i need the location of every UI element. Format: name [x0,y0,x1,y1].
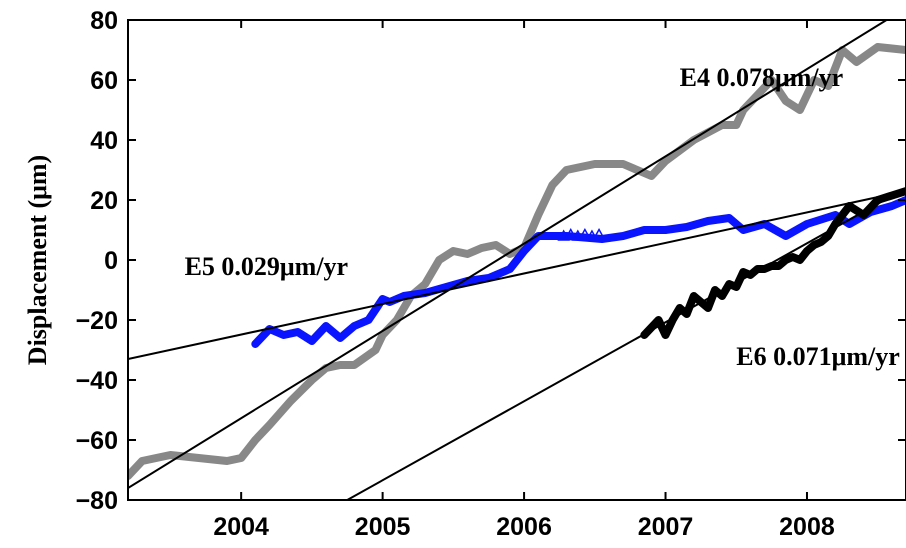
series-marker [571,229,585,241]
fit-line-2 [128,190,906,360]
series-marker [578,227,592,240]
y-tick-label: −40 [76,367,118,395]
y-tick-label: 80 [90,7,118,35]
series-annotation: E4 0.078μm/yr [680,63,844,92]
y-tick-label: −80 [76,487,118,515]
series-marker [564,227,578,240]
series-marker [557,229,570,241]
y-axis: −80 −60 −40 −20 0 20 40 60 80 [76,7,906,515]
fit-line-3 [346,187,906,500]
x-axis: 2004 2005 2006 2007 2008 [213,20,835,541]
series-annotation: E6 0.071μm/yr [736,342,900,371]
y-tick-label: 20 [90,187,118,215]
x-tick-label: 2008 [779,513,835,541]
x-tick-label: 2004 [213,513,269,541]
annotations: E4 0.078μm/yr E5 0.029μm/yr E6 0.071μm/yr [185,63,900,371]
series-marker [592,227,606,240]
fit-layer [128,20,906,500]
series-line-2 [251,196,906,348]
y-tick-label: −20 [76,307,118,335]
y-tick-label: 0 [104,247,118,275]
fit-line-1 [128,20,889,489]
x-tick-label: 2006 [496,513,552,541]
y-tick-label: −60 [76,427,118,455]
series-marker [585,229,599,241]
y-tick-label: 60 [90,67,118,95]
series-line-4 [640,187,906,339]
x-tick-label: 2007 [638,513,694,541]
series-line-1 [128,43,906,480]
series-annotation: E5 0.029μm/yr [185,252,349,281]
y-axis-label: Displacement (μm) [23,155,52,365]
x-tick-label: 2005 [355,513,411,541]
y-tick-label: 40 [90,127,118,155]
